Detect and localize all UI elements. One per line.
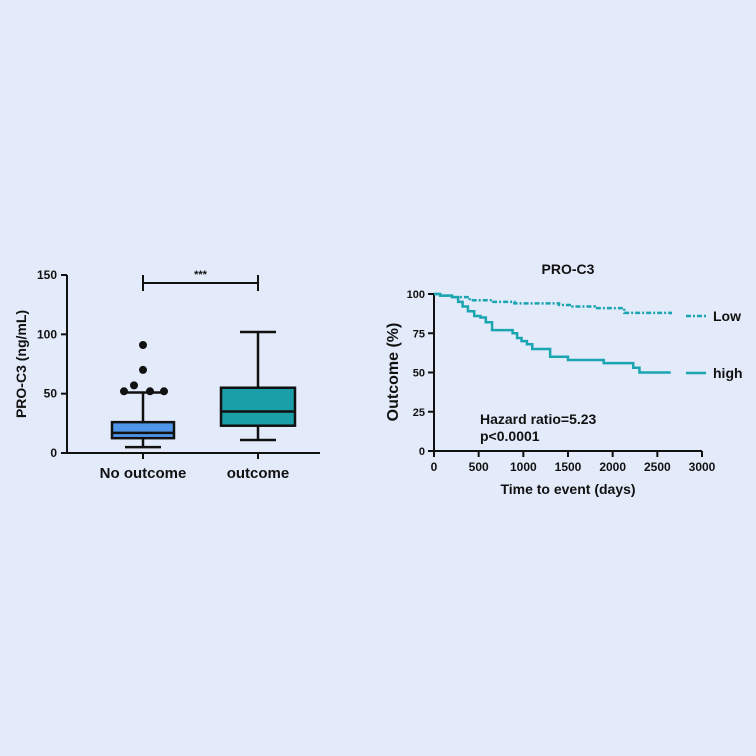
box-iqr [110, 420, 176, 440]
km-y-tick-label: 50 [413, 368, 425, 380]
box-y-tick-label: 0 [50, 446, 57, 460]
km-title: PRO-C3 [542, 261, 595, 277]
km-y-tick-label: 100 [407, 289, 425, 301]
outlier-point [160, 387, 168, 396]
km-curve-low [434, 292, 672, 315]
outlier-point [146, 387, 154, 396]
box-y-axis-label: PRO-C3 (ng/mL) [13, 310, 29, 418]
km-x-tick-label: 2000 [599, 460, 626, 474]
km-chart: PRO-C3 Outcome (%) Time to event (days) … [385, 261, 743, 497]
p-value-annotation: p<0.0001 [480, 428, 540, 444]
km-y-tick-label: 25 [413, 407, 425, 419]
box-iqr [219, 386, 297, 427]
significance-label: *** [194, 269, 208, 281]
km-x-tick-label: 0 [431, 460, 438, 474]
km-y-tick-label: 0 [419, 446, 425, 458]
box-x-tick-label: No outcome [100, 465, 187, 482]
km-curve-high [434, 292, 671, 374]
km-x-tick-label: 1000 [510, 460, 537, 474]
box-x-tick-label: outcome [227, 465, 290, 482]
km-x-tick-label: 2500 [644, 460, 671, 474]
km-x-tick-label: 3000 [689, 460, 716, 474]
km-x-tick-label: 1500 [555, 460, 582, 474]
km-y-axis-label: Outcome (%) [385, 323, 402, 422]
hazard-ratio-annotation: Hazard ratio=5.23 [480, 411, 597, 427]
outlier-point [130, 381, 138, 390]
box-y-tick-label: 50 [44, 387, 58, 401]
legend-label-high: high [713, 365, 743, 381]
box-y-tick-label: 100 [37, 327, 57, 341]
outlier-point [120, 387, 128, 396]
outlier-point [139, 341, 147, 350]
km-y-tick-label: 75 [413, 328, 425, 340]
box-plot-chart: PRO-C3 (ng/mL) 0 50 100 150 No outcome outco… [13, 268, 320, 482]
box-y-tick-label: 150 [37, 268, 57, 282]
km-x-axis-label: Time to event (days) [500, 481, 635, 497]
outlier-point [139, 365, 147, 374]
km-x-tick-label: 500 [469, 460, 489, 474]
legend-label-low: Low [713, 308, 741, 324]
